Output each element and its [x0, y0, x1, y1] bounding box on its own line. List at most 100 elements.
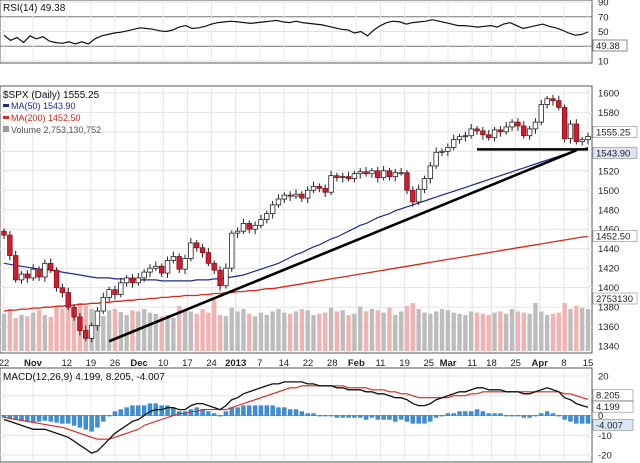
x-tick-label: Nov	[24, 358, 43, 369]
x-tick-label: 22	[303, 358, 314, 369]
candle-body	[509, 121, 515, 128]
price-tick-label: 1520	[598, 166, 619, 177]
candle-body	[316, 185, 323, 189]
macd-tick-label: 0	[598, 411, 603, 422]
volume-bar	[451, 312, 456, 351]
macd-hist-bar	[515, 415, 521, 417]
volume-bar	[492, 312, 497, 351]
candle-body	[515, 121, 521, 127]
macd-hist-bar	[42, 415, 48, 421]
candle-body	[59, 287, 66, 293]
volume-bar	[235, 311, 240, 351]
rsi-line	[3, 19, 589, 45]
macd-hist-bar	[287, 409, 293, 416]
candle-body	[503, 126, 509, 133]
macd-hist-bar	[340, 415, 345, 418]
macd-hist-bar	[509, 415, 515, 417]
macd-hist-bar	[89, 415, 94, 432]
rsi-grid	[0, 1, 592, 62]
candle-body	[229, 232, 235, 269]
price-tick-label: 1400	[598, 283, 619, 294]
macd-hist-bar	[223, 411, 229, 416]
volume-bar	[19, 315, 24, 351]
candle-body	[71, 306, 77, 318]
x-axis-ticks: 22 Nov 12 19 26 Dec 10 17 24 2013 7 14 22 28 Feb 11 19 25…	[0, 358, 593, 369]
volume-bar	[562, 303, 567, 351]
volume-bar	[118, 312, 123, 351]
candle-body	[194, 242, 200, 249]
candle-body	[550, 98, 556, 102]
price-last-label: 1555.25	[596, 127, 630, 138]
macd-hist-bar	[369, 415, 375, 418]
macd-hist-bar	[282, 407, 287, 416]
volume-bar	[515, 311, 521, 351]
volume-bar	[334, 311, 340, 351]
candle-body	[48, 262, 54, 271]
candle-body	[234, 230, 241, 234]
candle-body	[480, 130, 486, 136]
volume-bar	[480, 313, 486, 351]
macd-hist-bar	[486, 413, 491, 416]
macd-hist-bar	[334, 415, 340, 418]
candle-body	[421, 178, 428, 190]
macd-hist-bar	[95, 415, 100, 428]
candle-body	[258, 219, 264, 226]
rsi-tick-label: 50	[598, 27, 609, 38]
volume-bar	[323, 312, 328, 351]
macd-hist-bar	[77, 415, 83, 428]
volume-bar	[311, 315, 316, 351]
macd-hist-bar	[147, 403, 153, 416]
candle-body	[445, 147, 451, 152]
x-tick-label: 11	[467, 358, 477, 369]
ma50-last-label: 1543.90	[596, 149, 630, 160]
candle-body	[287, 194, 293, 197]
volume-bar	[282, 312, 287, 351]
macd-hist-bar	[1, 415, 7, 418]
candle-body	[112, 289, 118, 295]
x-tick-label: 2013	[225, 358, 246, 369]
x-tick-label: 28	[327, 358, 338, 369]
macd-hist-bar	[521, 415, 526, 418]
volume-bar	[1, 313, 7, 351]
macd-hist-bar	[31, 415, 36, 423]
trend-annotations	[108, 148, 588, 343]
volume-bar	[153, 313, 159, 351]
volume-bar	[159, 316, 164, 351]
volume-bar	[469, 311, 474, 351]
x-tick-label: 25	[423, 358, 434, 369]
volume-bar	[48, 316, 53, 351]
price-tick-label: 1380	[598, 303, 619, 314]
candle-body	[410, 189, 416, 203]
volume-bar	[544, 315, 550, 351]
candle-body	[439, 150, 445, 153]
volume-bar	[358, 306, 363, 351]
candle-body	[561, 107, 568, 140]
price-tick-label: 1360	[598, 322, 619, 333]
volume-bar	[25, 316, 30, 351]
macd-hist-bar	[562, 415, 567, 420]
candle-body	[94, 310, 101, 327]
volume-bar	[276, 309, 281, 351]
volume-bar	[463, 315, 468, 351]
candle-body	[334, 175, 340, 179]
macd-hist-bar	[323, 415, 328, 417]
macd-y-ticks: -20-1001020	[598, 371, 612, 461]
volume-bar	[579, 307, 585, 351]
volume-last-label: 2753130	[596, 294, 633, 305]
volume-bar	[346, 315, 351, 351]
x-tick-label: Dec	[130, 358, 147, 369]
x-tick-label: 19	[399, 358, 410, 369]
macd-hist-bar	[433, 415, 439, 418]
candle-body	[211, 262, 217, 271]
price-title: $SPX (Daily) 1555.25	[3, 90, 100, 101]
macd-hist-bar	[363, 415, 369, 420]
candle-body	[345, 176, 352, 179]
candle-body	[532, 121, 539, 130]
volume-bar	[439, 309, 445, 351]
volume-bar	[556, 312, 561, 351]
volume-bar	[393, 315, 398, 351]
candle-body	[205, 252, 212, 264]
candle-body	[158, 265, 165, 274]
rsi-tick-label: 70	[598, 12, 609, 23]
candle-body	[380, 170, 387, 179]
